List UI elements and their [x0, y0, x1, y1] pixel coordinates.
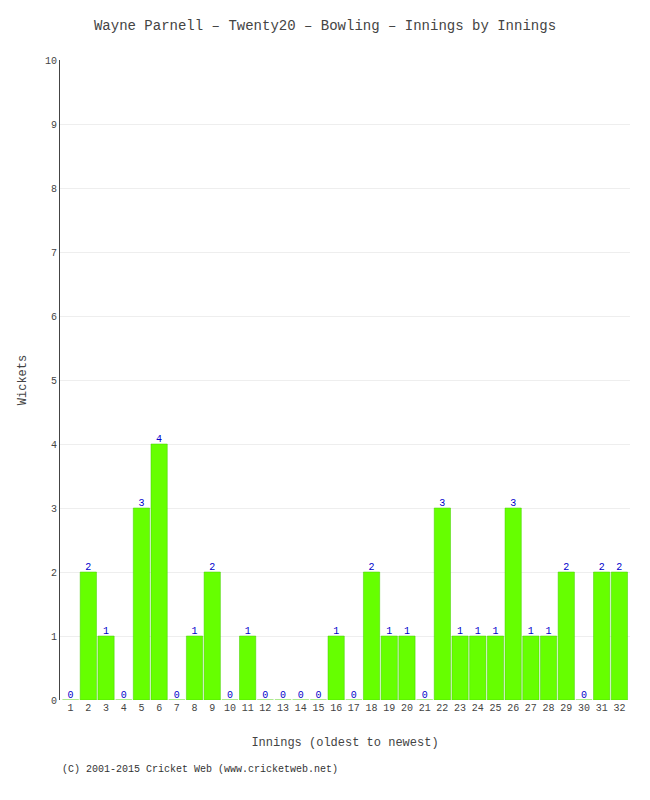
- svg-text:(C) 2001-2015 Cricket Web (www: (C) 2001-2015 Cricket Web (www.cricketwe…: [62, 764, 338, 775]
- svg-text:30: 30: [578, 703, 590, 714]
- svg-text:23: 23: [454, 703, 466, 714]
- svg-text:17: 17: [348, 703, 360, 714]
- svg-text:2: 2: [369, 562, 375, 573]
- svg-text:0: 0: [581, 690, 587, 701]
- svg-text:9: 9: [209, 703, 215, 714]
- svg-text:2: 2: [599, 562, 605, 573]
- svg-text:4: 4: [121, 703, 127, 714]
- svg-text:0: 0: [174, 690, 180, 701]
- svg-text:1: 1: [192, 626, 198, 637]
- svg-text:0: 0: [298, 690, 304, 701]
- svg-text:21: 21: [419, 703, 431, 714]
- svg-text:3: 3: [51, 504, 57, 515]
- svg-text:Wickets: Wickets: [16, 355, 30, 405]
- svg-text:2: 2: [209, 562, 215, 573]
- svg-text:1: 1: [68, 703, 74, 714]
- svg-text:2: 2: [85, 703, 91, 714]
- svg-text:Innings (oldest to newest): Innings (oldest to newest): [251, 736, 438, 750]
- svg-text:1: 1: [103, 626, 109, 637]
- svg-text:1: 1: [528, 626, 534, 637]
- svg-text:7: 7: [51, 248, 57, 259]
- svg-text:16: 16: [330, 703, 342, 714]
- svg-text:1: 1: [333, 626, 339, 637]
- svg-text:4: 4: [156, 434, 162, 445]
- svg-text:0: 0: [51, 696, 57, 707]
- svg-text:31: 31: [596, 703, 608, 714]
- svg-text:2: 2: [616, 562, 622, 573]
- svg-text:14: 14: [295, 703, 307, 714]
- svg-text:20: 20: [401, 703, 413, 714]
- svg-text:2: 2: [563, 562, 569, 573]
- svg-text:3: 3: [439, 498, 445, 509]
- svg-text:4: 4: [51, 440, 57, 451]
- svg-text:28: 28: [543, 703, 555, 714]
- svg-text:1: 1: [492, 626, 498, 637]
- svg-text:12: 12: [259, 703, 271, 714]
- svg-text:18: 18: [366, 703, 378, 714]
- svg-text:6: 6: [51, 312, 57, 323]
- svg-text:10: 10: [224, 703, 236, 714]
- svg-text:1: 1: [386, 626, 392, 637]
- svg-text:1: 1: [404, 626, 410, 637]
- svg-text:Wayne Parnell – Twenty20 – Bow: Wayne Parnell – Twenty20 – Bowling – Inn…: [94, 18, 556, 34]
- svg-text:0: 0: [351, 690, 357, 701]
- svg-text:11: 11: [242, 703, 254, 714]
- svg-text:22: 22: [436, 703, 448, 714]
- svg-text:24: 24: [472, 703, 484, 714]
- svg-text:0: 0: [280, 690, 286, 701]
- svg-text:3: 3: [510, 498, 516, 509]
- svg-text:5: 5: [138, 703, 144, 714]
- svg-text:8: 8: [51, 184, 57, 195]
- svg-text:26: 26: [507, 703, 519, 714]
- svg-text:0: 0: [68, 690, 74, 701]
- svg-text:32: 32: [613, 703, 625, 714]
- svg-text:0: 0: [422, 690, 428, 701]
- svg-text:13: 13: [277, 703, 289, 714]
- svg-text:19: 19: [383, 703, 395, 714]
- svg-text:0: 0: [227, 690, 233, 701]
- svg-text:9: 9: [51, 120, 57, 131]
- svg-text:0: 0: [121, 690, 127, 701]
- svg-text:25: 25: [489, 703, 501, 714]
- svg-text:1: 1: [245, 626, 251, 637]
- svg-text:29: 29: [560, 703, 572, 714]
- svg-text:3: 3: [103, 703, 109, 714]
- svg-text:2: 2: [85, 562, 91, 573]
- svg-text:15: 15: [312, 703, 324, 714]
- svg-text:3: 3: [138, 498, 144, 509]
- svg-text:1: 1: [51, 632, 57, 643]
- svg-text:27: 27: [525, 703, 537, 714]
- svg-text:1: 1: [475, 626, 481, 637]
- svg-text:0: 0: [262, 690, 268, 701]
- svg-text:6: 6: [156, 703, 162, 714]
- svg-text:5: 5: [51, 376, 57, 387]
- svg-text:7: 7: [174, 703, 180, 714]
- svg-text:10: 10: [45, 56, 57, 67]
- svg-text:1: 1: [546, 626, 552, 637]
- svg-text:0: 0: [315, 690, 321, 701]
- svg-text:2: 2: [51, 568, 57, 579]
- svg-text:8: 8: [192, 703, 198, 714]
- svg-text:1: 1: [457, 626, 463, 637]
